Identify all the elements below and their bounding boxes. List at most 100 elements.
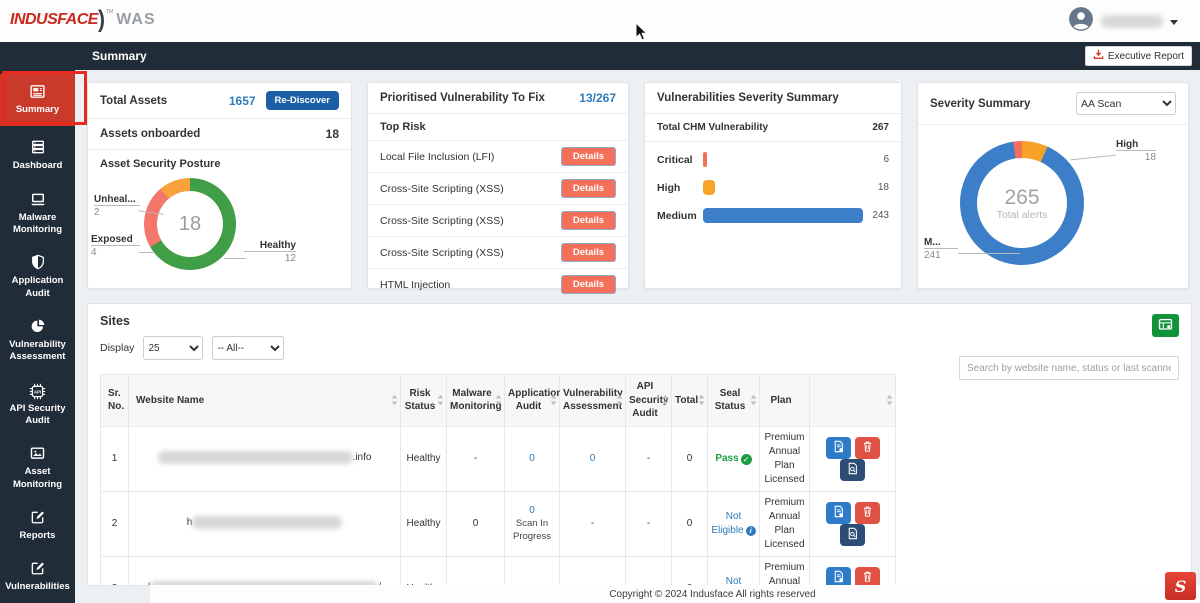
scan-select[interactable]: AA Scan xyxy=(1076,92,1176,115)
scan-progress-note: Scan In Progress xyxy=(512,518,551,542)
scan-log-icon xyxy=(846,527,859,543)
asset-security-posture-title: Asset Security Posture xyxy=(100,158,221,170)
cell-sr-no: 1 xyxy=(100,425,129,492)
risk-name: Cross-Site Scripting (XSS) xyxy=(380,214,504,227)
copyright-text: Copyright © 2024 Indusface All rights re… xyxy=(609,588,816,600)
column-header-vulnerability-assessment[interactable]: Vulnerability Assessment xyxy=(559,374,626,427)
risk-name: Local File Inclusion (LFI) xyxy=(380,150,495,163)
sort-icon[interactable] xyxy=(616,395,623,406)
top-risk-row: Cross-Site Scripting (XSS) Details xyxy=(368,172,628,204)
rediscover-button[interactable]: Re-Discover xyxy=(265,91,339,110)
export-button[interactable] xyxy=(1152,314,1179,337)
sidebar-item-label: Application Audit xyxy=(11,275,64,299)
severity-bars: Critical 6 High 18 Medium 243 xyxy=(645,142,901,223)
details-button[interactable]: Details xyxy=(560,179,616,198)
risk-name: HTML Injection xyxy=(380,278,451,291)
sites-title: Sites xyxy=(100,314,130,328)
priority-count[interactable]: 13/267 xyxy=(579,91,616,105)
sidebar-item-malware-monitoring[interactable]: Malware Monitoring xyxy=(0,185,75,244)
sidebar: Summary Dashboard Malware Monitoring Applic… xyxy=(0,70,75,603)
executive-report-button[interactable]: Executive Report xyxy=(1084,46,1192,66)
column-header-api-security-audit[interactable]: API Security Audit xyxy=(625,374,672,427)
details-button[interactable]: Details xyxy=(560,211,616,230)
sidebar-item-label: Malware Monitoring xyxy=(12,211,63,236)
cell-website-name: .info xyxy=(128,425,401,492)
info-icon[interactable]: i xyxy=(745,525,756,536)
page-title: Summary xyxy=(92,49,147,63)
bar-value: 18 xyxy=(877,182,889,193)
site-search-input[interactable] xyxy=(959,356,1179,380)
sidebar-item-api-security-audit[interactable]: API API Security Audit xyxy=(0,376,75,435)
column-header-application-audit[interactable]: Application Audit xyxy=(504,374,562,427)
details-button[interactable]: Details xyxy=(560,243,616,262)
asset-donut-center: 18 xyxy=(178,212,202,235)
dashboard-icon xyxy=(30,139,46,157)
cell-plan: Premium Annual Plan Licensed xyxy=(759,425,810,492)
sidebar-item-label: API Security Audit xyxy=(9,402,66,427)
delete-button[interactable] xyxy=(854,566,880,586)
user-menu[interactable] xyxy=(1068,6,1178,37)
seal-status-not-eligible: Not Eligible xyxy=(725,575,742,586)
edit-icon xyxy=(30,560,46,578)
image-icon xyxy=(29,445,46,463)
details-button[interactable]: Details xyxy=(560,275,616,294)
cell-total: 0 xyxy=(671,425,708,492)
sidebar-item-dashboard[interactable]: Dashboard xyxy=(0,133,75,179)
severity-summary-card: Severity Summary AA Scan 265 Total alert… xyxy=(917,82,1189,289)
scan-log-button[interactable] xyxy=(840,458,865,481)
api-icon: API xyxy=(28,382,47,400)
sidebar-item-label: Dashboard xyxy=(12,160,63,172)
cell-vulnerability-assessment: - xyxy=(559,490,626,557)
severity-donut-center-label: Total alerts xyxy=(996,208,1048,221)
page-size-select[interactable]: 25 xyxy=(143,336,204,360)
sort-icon[interactable] xyxy=(550,395,557,406)
sort-icon[interactable] xyxy=(437,395,444,406)
delete-button[interactable] xyxy=(854,436,880,459)
column-header-plan: Plan xyxy=(759,374,810,427)
sidebar-item-application-audit[interactable]: Application Audit xyxy=(0,248,75,307)
sidebar-item-vulnerabilities[interactable]: Vulnerabilities xyxy=(0,554,75,600)
sidebar-item-reports[interactable]: Reports xyxy=(0,503,75,549)
risk-name: Cross-Site Scripting (XSS) xyxy=(380,246,504,259)
delete-button[interactable] xyxy=(854,501,880,524)
column-header-seal-status[interactable]: Seal Status xyxy=(707,374,760,427)
sidebar-item-asset-monitoring[interactable]: Asset Monitoring xyxy=(0,439,75,498)
report-icon xyxy=(832,570,845,586)
cell-api-security-audit: - xyxy=(625,425,672,492)
column-header-website-name[interactable]: Website Name xyxy=(128,374,401,427)
assets-onboarded-value: 18 xyxy=(325,127,339,141)
sort-icon[interactable] xyxy=(391,395,398,406)
site-filter-select[interactable]: -- All-- xyxy=(212,336,285,360)
report-button[interactable] xyxy=(825,566,851,586)
column-header-malware-monitoring[interactable]: Malware Monitoring xyxy=(446,374,505,427)
sidebar-item-summary[interactable]: Summary xyxy=(0,74,75,127)
top-header: INDUSFACE ) TM WAS xyxy=(0,0,1200,42)
sort-icon[interactable] xyxy=(662,395,669,406)
executive-report-label: Executive Report xyxy=(1107,50,1184,62)
chat-support-widget[interactable]: S xyxy=(1165,572,1196,600)
logo-paren: ) xyxy=(97,6,105,33)
column-header-risk-status[interactable]: Risk Status xyxy=(400,374,447,427)
severity-summary-header: Severity Summary AA Scan xyxy=(918,83,1188,125)
callout-unhealthy: Unheal... 2 xyxy=(94,194,140,218)
sort-icon[interactable] xyxy=(698,395,705,406)
sort-icon[interactable] xyxy=(750,395,757,406)
sidebar-item-label: Vulnerability Assessment xyxy=(9,339,66,363)
column-header-actions[interactable] xyxy=(809,374,896,427)
cell-malware: - xyxy=(446,555,505,585)
logo-product-text: WAS xyxy=(116,11,156,28)
user-avatar-icon xyxy=(1068,6,1094,37)
details-button[interactable]: Details xyxy=(560,147,616,166)
column-header-total[interactable]: Total xyxy=(671,374,708,427)
cell-malware[interactable]: 0 xyxy=(446,490,505,557)
sidebar-item-vulnerability-assessment[interactable]: Vulnerability Assessment xyxy=(0,312,75,371)
report-button[interactable] xyxy=(825,436,851,459)
report-button[interactable] xyxy=(825,501,851,524)
sort-icon[interactable] xyxy=(886,395,893,406)
trash-icon xyxy=(861,570,874,586)
website-name-redacted xyxy=(157,451,353,465)
severity-donut: 265 Total alerts xyxy=(960,141,1084,265)
total-assets-count[interactable]: 1657 xyxy=(228,93,256,108)
sort-icon[interactable] xyxy=(495,395,502,406)
scan-log-button[interactable] xyxy=(840,523,865,546)
